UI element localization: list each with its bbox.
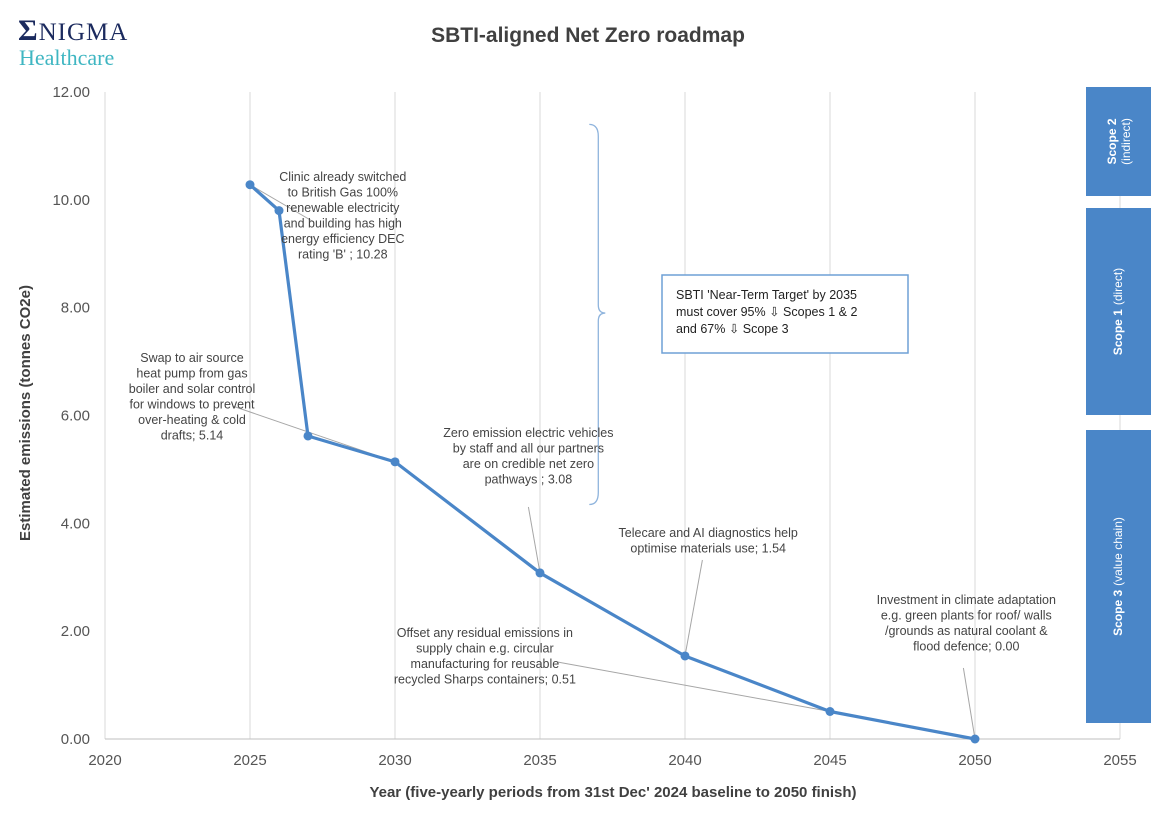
annotation-line: /grounds as natural coolant & [885,624,1048,638]
data-point-2050 [970,734,980,744]
leader-line-4 [684,559,703,657]
data-point-2035 [535,568,545,578]
scope-bar-3 [1086,430,1151,723]
annotation-line: to British Gas 100% [288,186,398,200]
scope-label-bold: Scope 3 [1111,590,1125,636]
x-tick-label: 2055 [1103,752,1136,769]
annotation-line: Clinic already switched [279,170,406,184]
series-line [248,183,976,741]
chart-title: SBTI-aligned Net Zero roadmap [431,24,745,47]
annotation-text-1: Clinic already switched to British Gas 10… [279,170,406,262]
target-box-line: must cover 95% ⇩ Scopes 1 & 2 [676,305,857,319]
grid-lines [104,92,1121,740]
annotation-line: drafts; 5.14 [161,429,224,443]
annotation-line: boiler and solar control [129,382,255,396]
annotation-line: for windows to prevent [129,398,255,412]
data-point-2025 [245,180,255,190]
scope-label-bold: Scope 2 [1105,118,1119,164]
scope-label-rest: (direct) [1111,268,1125,305]
y-tick-label: 8.00 [61,300,90,317]
data-point-2027 [303,431,313,441]
x-tick-label: 2040 [668,752,701,769]
annotation-line: heat pump from gas [136,367,247,381]
y-tick-label: 4.00 [61,515,90,532]
scope-bars: Scope 2(indirect) Scope 1 (direct) Scope 3 (… [1086,87,1151,723]
annotation-text-4: Telecare and AI diagnostics help optimise… [619,526,798,556]
annotation-line: e.g. green plants for roof/ walls [881,609,1052,623]
annotation-line: Zero emission electric vehicles [443,426,613,440]
x-tick-label: 2035 [523,752,556,769]
chart-title-wrap: SBTI-aligned Net Zero roadmap [0,24,1156,48]
annotation-line: by staff and all our partners [453,442,604,456]
annotation-line: Offset any residual emissions in [397,626,573,640]
y-tick-label: 0.00 [61,731,90,748]
annotation-line: Telecare and AI diagnostics help [619,526,798,540]
annotation-leaders [232,184,976,740]
y-axis-title: Estimated emissions (tonnes CO2e) [17,285,34,541]
target-box-text: SBTI 'Near-Term Target' by 2035 must cove… [676,288,857,336]
leader-line-5 [557,661,831,712]
annotation-line: energy efficiency DEC [281,232,404,246]
scope-bar-1 [1086,87,1151,196]
annotation-line: manufacturing for reusable [411,657,560,671]
annotation-text-2: Swap to air source heat pump from gas boil… [129,351,255,443]
target-box-line: SBTI 'Near-Term Target' by 2035 [676,288,857,302]
logo-healthcare: Healthcare [19,45,115,70]
scope-label-2: Scope 1 (direct) [1111,268,1125,355]
x-tick-label: 2045 [813,752,846,769]
target-brace-path [589,123,606,506]
annotation-line: renewable electricity [286,201,400,215]
y-tick-label: 6.00 [61,408,90,425]
target-brace [589,123,606,506]
scope-label-rest: (indirect) [1119,118,1133,165]
target-box-line: and 67% ⇩ Scope 3 [676,322,789,336]
x-tick-label: 2030 [378,752,411,769]
annotation-line: and building has high [284,217,402,231]
y-tick-label: 10.00 [52,192,90,209]
annotation-line: Swap to air source [140,351,244,365]
scope-label-bold: Scope 1 [1111,309,1125,355]
x-tick-label: 2025 [233,752,266,769]
data-point-2040 [680,651,690,661]
logo-enigma-text: NIGMA [38,19,129,46]
data-point-2045 [825,707,835,717]
leader-line-1 [249,184,315,223]
scope-label-1: Scope 2(indirect) [1105,118,1133,165]
leader-line-3 [527,506,541,574]
scope-bar-2 [1086,208,1151,415]
annotation-line: flood defence; 0.00 [913,640,1019,654]
y-tick-label: 12.00 [52,84,90,101]
annotations: Clinic already switched to British Gas 10… [129,170,1056,687]
logo-sigma: Σ [18,14,39,47]
x-axis-title: Year (five-yearly periods from 31st Dec'… [369,784,856,801]
scope-label-rest: (value chain) [1111,517,1125,586]
annotation-text-6: Investment in climate adaptation e.g. gre… [877,593,1056,654]
annotation-line: pathways ; 3.08 [485,473,573,487]
series-line-group [245,180,980,744]
annotation-line: Investment in climate adaptation [877,593,1056,607]
data-point-2030 [390,457,400,467]
target-box: SBTI 'Near-Term Target' by 2035 must cove… [661,274,909,354]
x-tick-label: 2020 [88,752,121,769]
annotation-line: supply chain e.g. circular [416,642,554,656]
axis-ticks: 2020 2025 2030 2035 2040 2045 2050 2055 0.00 2.00… [52,84,1136,769]
annotation-text-3: Zero emission electric vehicles by staff … [443,426,613,487]
y-tick-label: 2.00 [61,623,90,640]
annotation-line: rating 'B' ; 10.28 [298,248,388,262]
x-tick-label: 2050 [958,752,991,769]
annotation-text-5: Offset any residual emissions in supply c… [394,626,576,687]
leader-line-6 [962,667,976,740]
logo-enigma: ΣNIGMA [18,14,128,48]
annotation-line: optimise materials use; 1.54 [630,542,786,556]
annotation-line: over-heating & cold [138,413,246,427]
annotation-line: recycled Sharps containers; 0.51 [394,673,576,687]
scope-label-3: Scope 3 (value chain) [1111,517,1125,636]
data-point-2026 [274,206,284,216]
annotation-line: are on credible net zero [463,457,594,471]
target-box-frame [661,274,909,354]
